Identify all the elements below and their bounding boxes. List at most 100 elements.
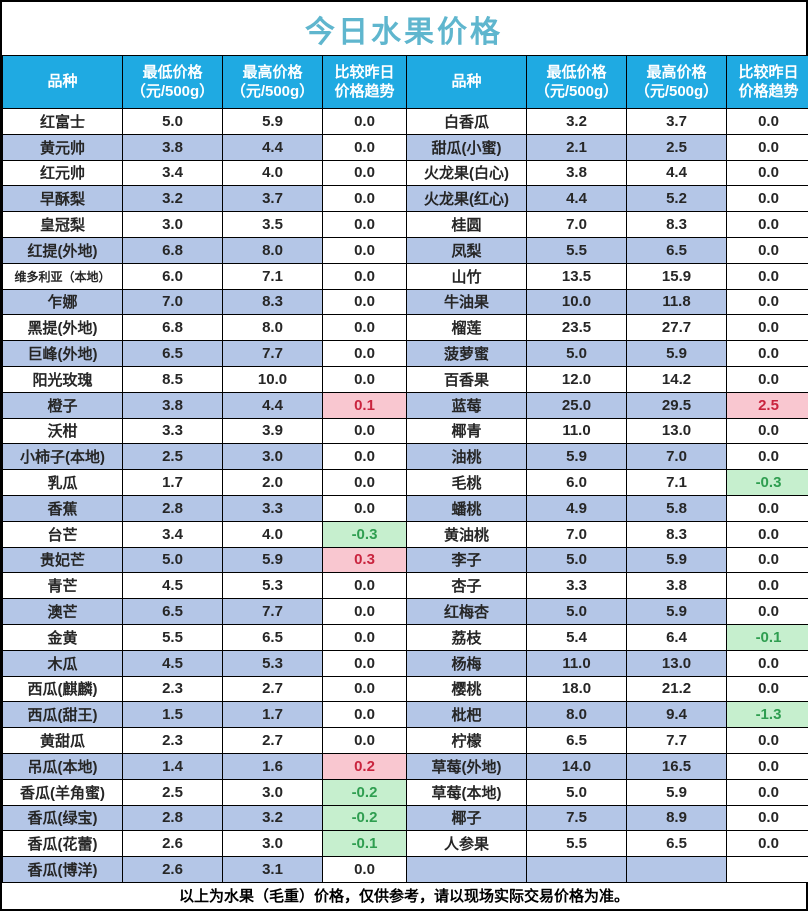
trend-cell: 0.0 [322,236,407,264]
min-price-cell: 11.0 [526,649,627,677]
table-row: 红提(外地) 6.8 8.0 0.0 凤梨 5.5 6.5 0.0 [2,236,808,264]
table-row: 皇冠梨 3.0 3.5 0.0 桂圆 7.0 8.3 0.0 [2,211,808,238]
trend-cell: 0.0 [322,211,407,238]
fruit-name-cell: 牛油果 [406,288,527,316]
max-price-cell: 27.7 [626,314,727,342]
max-price-cell: 16.5 [626,752,727,780]
max-price-cell: 5.3 [222,649,323,677]
min-price-cell: 4.4 [526,185,627,213]
min-price-cell: 1.4 [122,752,223,780]
min-price-cell: 2.1 [526,133,627,161]
fruit-name-cell: 金黄 [2,623,123,651]
max-price-cell: 8.3 [222,288,323,316]
table-row: 西瓜(麒麟) 2.3 2.7 0.0 樱桃 18.0 21.2 0.0 [2,675,808,703]
fruit-name-cell: 百香果 [406,365,527,393]
max-price-cell: 8.0 [222,314,323,342]
trend-cell: 0.0 [322,314,407,342]
max-price-cell: 7.7 [222,340,323,367]
min-price-cell: 6.0 [122,262,223,290]
min-price-cell: 3.2 [526,108,627,135]
trend-cell: 2.5 [726,391,808,419]
trend-cell: 0.2 [322,752,407,780]
max-price-cell: 3.0 [222,830,323,858]
trend-cell: 0.0 [726,675,808,703]
trend-cell: 0.0 [322,598,407,625]
max-price-cell: 5.9 [222,108,323,135]
fruit-name-cell: 李子 [406,546,527,574]
min-price-cell: 3.8 [122,133,223,161]
max-price-cell: 5.3 [222,572,323,600]
fruit-name-cell: 吊瓜(本地) [2,752,123,780]
fruit-name-cell: 西瓜(甜王) [2,701,123,729]
trend-cell: 0.0 [726,159,808,187]
max-price-cell: 6.4 [626,623,727,651]
max-price-cell: 3.5 [222,211,323,238]
min-price-cell: 18.0 [526,675,627,703]
fruit-name-cell: 火龙果(红心) [406,185,527,213]
min-price-cell: 7.0 [526,211,627,238]
min-price-cell: 3.3 [122,417,223,445]
max-price-cell: 2.5 [626,133,727,161]
trend-cell: 0.0 [322,417,407,445]
trend-cell: 0.0 [322,443,407,471]
trend-cell: 0.0 [726,804,808,832]
max-price-cell: 3.7 [222,185,323,213]
min-price-cell: 2.8 [122,804,223,832]
header-label: （元/500g） [534,83,619,100]
table-row: 吊瓜(本地) 1.4 1.6 0.2 草莓(外地) 14.0 16.5 0.0 [2,752,808,780]
trend-cell: 0.0 [322,365,407,393]
trend-cell: 0.0 [322,469,407,496]
header-label: 价格趋势 [334,83,395,100]
table-row: 青芒 4.5 5.3 0.0 杏子 3.3 3.8 0.0 [2,572,808,600]
fruit-name-cell: 柠檬 [406,727,527,754]
min-price-cell: 5.0 [122,108,223,135]
fruit-name-cell: 樱桃 [406,675,527,703]
trend-cell: 0.0 [322,185,407,213]
fruit-name-cell: 火龙果(白心) [406,159,527,187]
fruit-name-cell: 椰子 [406,804,527,832]
fruit-name-cell: 甜瓜(小蜜) [406,133,527,161]
min-price-cell: 3.4 [122,520,223,548]
min-price-cell: 8.5 [122,365,223,393]
fruit-name-cell: 草莓(本地) [406,778,527,806]
header-label: 最低价格 [546,63,607,81]
max-price-cell: 3.2 [222,804,323,832]
table-row: 红元帅 3.4 4.0 0.0 火龙果(白心) 3.8 4.4 0.0 [2,159,808,187]
fruit-name-cell [406,856,527,883]
trend-cell: -0.2 [322,804,407,832]
fruit-name-cell: 油桃 [406,443,527,471]
fruit-name-cell: 红提(外地) [2,236,123,264]
min-price-cell: 2.3 [122,675,223,703]
trend-cell: -0.3 [726,469,808,496]
max-price-cell: 7.1 [222,262,323,290]
fruit-name-cell: 红富士 [2,108,123,135]
trend-cell: 0.0 [322,262,407,290]
fruit-name-cell: 小柿子(本地) [2,443,123,471]
min-price-cell: 2.5 [122,443,223,471]
max-price-cell: 5.9 [626,340,727,367]
trend-cell: 0.0 [726,572,808,600]
min-price-cell: 1.5 [122,701,223,729]
fruit-name-cell: 香瓜(花蕾) [2,830,123,858]
min-price-cell: 7.5 [526,804,627,832]
header-label: 最低价格 [142,63,203,81]
header-label: 品种 [451,73,482,91]
max-price-cell: 4.4 [222,133,323,161]
max-price-cell: 13.0 [626,649,727,677]
table-row: 香蕉 2.8 3.3 0.0 蟠桃 4.9 5.8 0.0 [2,494,808,522]
max-price-cell: 8.0 [222,236,323,264]
fruit-name-cell: 青芒 [2,572,123,600]
max-price-cell: 3.1 [222,856,323,883]
table-row: 香瓜(博洋) 2.6 3.1 0.0 [2,856,808,883]
fruit-name-cell: 皇冠梨 [2,211,123,238]
fruit-name-cell: 黄元帅 [2,133,123,161]
max-price-cell [626,856,727,883]
column-header-max-right: 最高价格 （元/500g） [626,55,727,109]
trend-cell: 0.0 [726,830,808,858]
fruit-name-cell: 香蕉 [2,494,123,522]
table-row: 澳芒 6.5 7.7 0.0 红梅杏 5.0 5.9 0.0 [2,598,808,625]
max-price-cell: 8.9 [626,804,727,832]
min-price-cell: 7.0 [526,520,627,548]
header-label: 品种 [47,73,78,91]
